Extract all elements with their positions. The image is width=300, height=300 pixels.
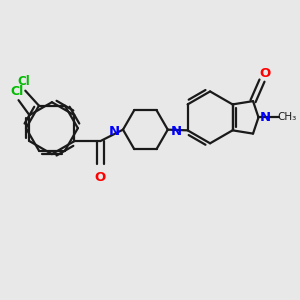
Text: O: O [95,171,106,184]
Text: N: N [109,124,120,137]
Text: CH₃: CH₃ [278,112,297,122]
Text: O: O [260,67,271,80]
Text: N: N [260,111,271,124]
Text: Cl: Cl [18,76,30,88]
Text: N: N [170,124,182,137]
Text: Cl: Cl [11,85,24,98]
